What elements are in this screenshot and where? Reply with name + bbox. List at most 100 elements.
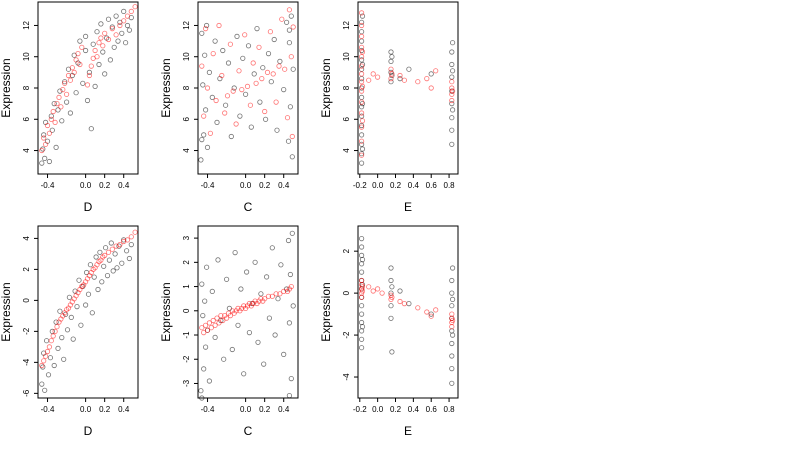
data-point bbox=[286, 392, 292, 399]
data-point bbox=[433, 307, 439, 313]
data-point bbox=[59, 118, 65, 124]
data-point bbox=[358, 110, 365, 116]
plot-frame bbox=[197, 225, 299, 399]
x-tick-label: 0.2 bbox=[259, 405, 271, 414]
data-point bbox=[220, 317, 226, 324]
series-1 bbox=[39, 8, 134, 166]
data-point bbox=[227, 41, 233, 47]
data-point bbox=[285, 138, 292, 144]
data-point bbox=[84, 82, 91, 88]
data-point bbox=[449, 107, 456, 113]
data-point bbox=[449, 79, 455, 85]
data-point bbox=[388, 303, 394, 309]
data-point bbox=[68, 314, 74, 320]
data-point bbox=[210, 50, 216, 57]
data-point bbox=[379, 290, 385, 296]
data-point bbox=[219, 72, 225, 79]
data-point bbox=[100, 43, 106, 49]
y-axis-label: Expression bbox=[0, 58, 13, 117]
data-point bbox=[388, 76, 394, 82]
data-point bbox=[48, 113, 54, 119]
x-tick-label: -0.2 bbox=[353, 405, 367, 414]
data-point bbox=[272, 332, 278, 338]
x-tick-label: 0.4 bbox=[408, 181, 420, 190]
data-point bbox=[277, 58, 283, 65]
data-point bbox=[358, 124, 365, 130]
data-point bbox=[76, 277, 82, 283]
data-point bbox=[424, 309, 430, 315]
data-point bbox=[83, 47, 89, 54]
data-point bbox=[228, 133, 234, 140]
data-point bbox=[388, 277, 394, 284]
panel-6: -0.2 0.0 0.2 0.4 0.6 0.8 -4 -2 0 2 E Expression bbox=[319, 225, 459, 438]
data-point bbox=[66, 294, 73, 300]
data-point bbox=[262, 296, 268, 302]
data-point bbox=[105, 249, 112, 255]
data-point bbox=[370, 288, 376, 294]
y-tick-label: -3 bbox=[182, 379, 191, 387]
data-point bbox=[243, 91, 249, 97]
data-point bbox=[397, 298, 403, 305]
data-point bbox=[263, 274, 270, 280]
x-tick-label: 0.0 bbox=[372, 405, 384, 414]
data-point bbox=[90, 41, 96, 47]
data-point bbox=[218, 312, 224, 319]
data-point bbox=[358, 151, 365, 157]
data-point bbox=[449, 340, 455, 347]
data-point bbox=[238, 286, 244, 292]
data-point bbox=[94, 54, 100, 60]
data-point bbox=[288, 54, 294, 60]
x-axis-label: E bbox=[404, 424, 412, 438]
data-point bbox=[449, 91, 455, 97]
data-point bbox=[244, 83, 251, 90]
x-tick-label: -0.4 bbox=[201, 405, 215, 414]
data-point bbox=[358, 160, 365, 166]
data-point bbox=[374, 286, 381, 292]
data-point bbox=[46, 158, 53, 165]
data-point bbox=[268, 79, 274, 85]
data-point bbox=[39, 147, 45, 154]
data-point bbox=[212, 334, 218, 340]
series-2 bbox=[199, 283, 294, 336]
data-point bbox=[78, 322, 84, 328]
data-point bbox=[289, 154, 295, 160]
data-point bbox=[358, 99, 365, 105]
data-point bbox=[271, 36, 277, 43]
series-1 bbox=[198, 13, 296, 163]
data-point bbox=[57, 308, 63, 314]
data-point bbox=[88, 126, 94, 132]
data-point bbox=[204, 144, 211, 150]
data-point bbox=[388, 79, 394, 85]
data-point bbox=[266, 315, 272, 321]
data-point bbox=[265, 50, 272, 57]
data-point bbox=[208, 325, 214, 331]
y-tick-label: -6 bbox=[22, 389, 31, 397]
data-point bbox=[232, 250, 238, 256]
data-point bbox=[358, 71, 365, 77]
data-point bbox=[112, 251, 118, 257]
data-point bbox=[213, 97, 219, 104]
data-point bbox=[102, 30, 108, 36]
data-point bbox=[199, 63, 205, 69]
y-tick-label: 10 bbox=[342, 52, 351, 61]
data-point bbox=[250, 60, 256, 66]
y-tick-label: 0 bbox=[22, 298, 31, 303]
data-point bbox=[277, 291, 283, 297]
data-point bbox=[109, 24, 115, 30]
data-point bbox=[229, 346, 235, 353]
data-point bbox=[246, 329, 252, 336]
data-point bbox=[240, 55, 246, 61]
data-point bbox=[214, 315, 220, 321]
panel-3: -0.2 0.0 0.2 0.4 0.6 0.8 4 6 8 10 12 E Expression bbox=[319, 1, 459, 214]
data-point bbox=[264, 69, 271, 76]
data-point bbox=[449, 141, 455, 147]
data-point bbox=[278, 262, 284, 268]
data-point bbox=[290, 303, 296, 309]
y-tick-label: 4 bbox=[22, 236, 31, 241]
data-point bbox=[449, 265, 456, 271]
data-point bbox=[206, 69, 212, 76]
data-point bbox=[58, 104, 64, 110]
data-point bbox=[49, 127, 55, 133]
data-point bbox=[97, 249, 103, 255]
